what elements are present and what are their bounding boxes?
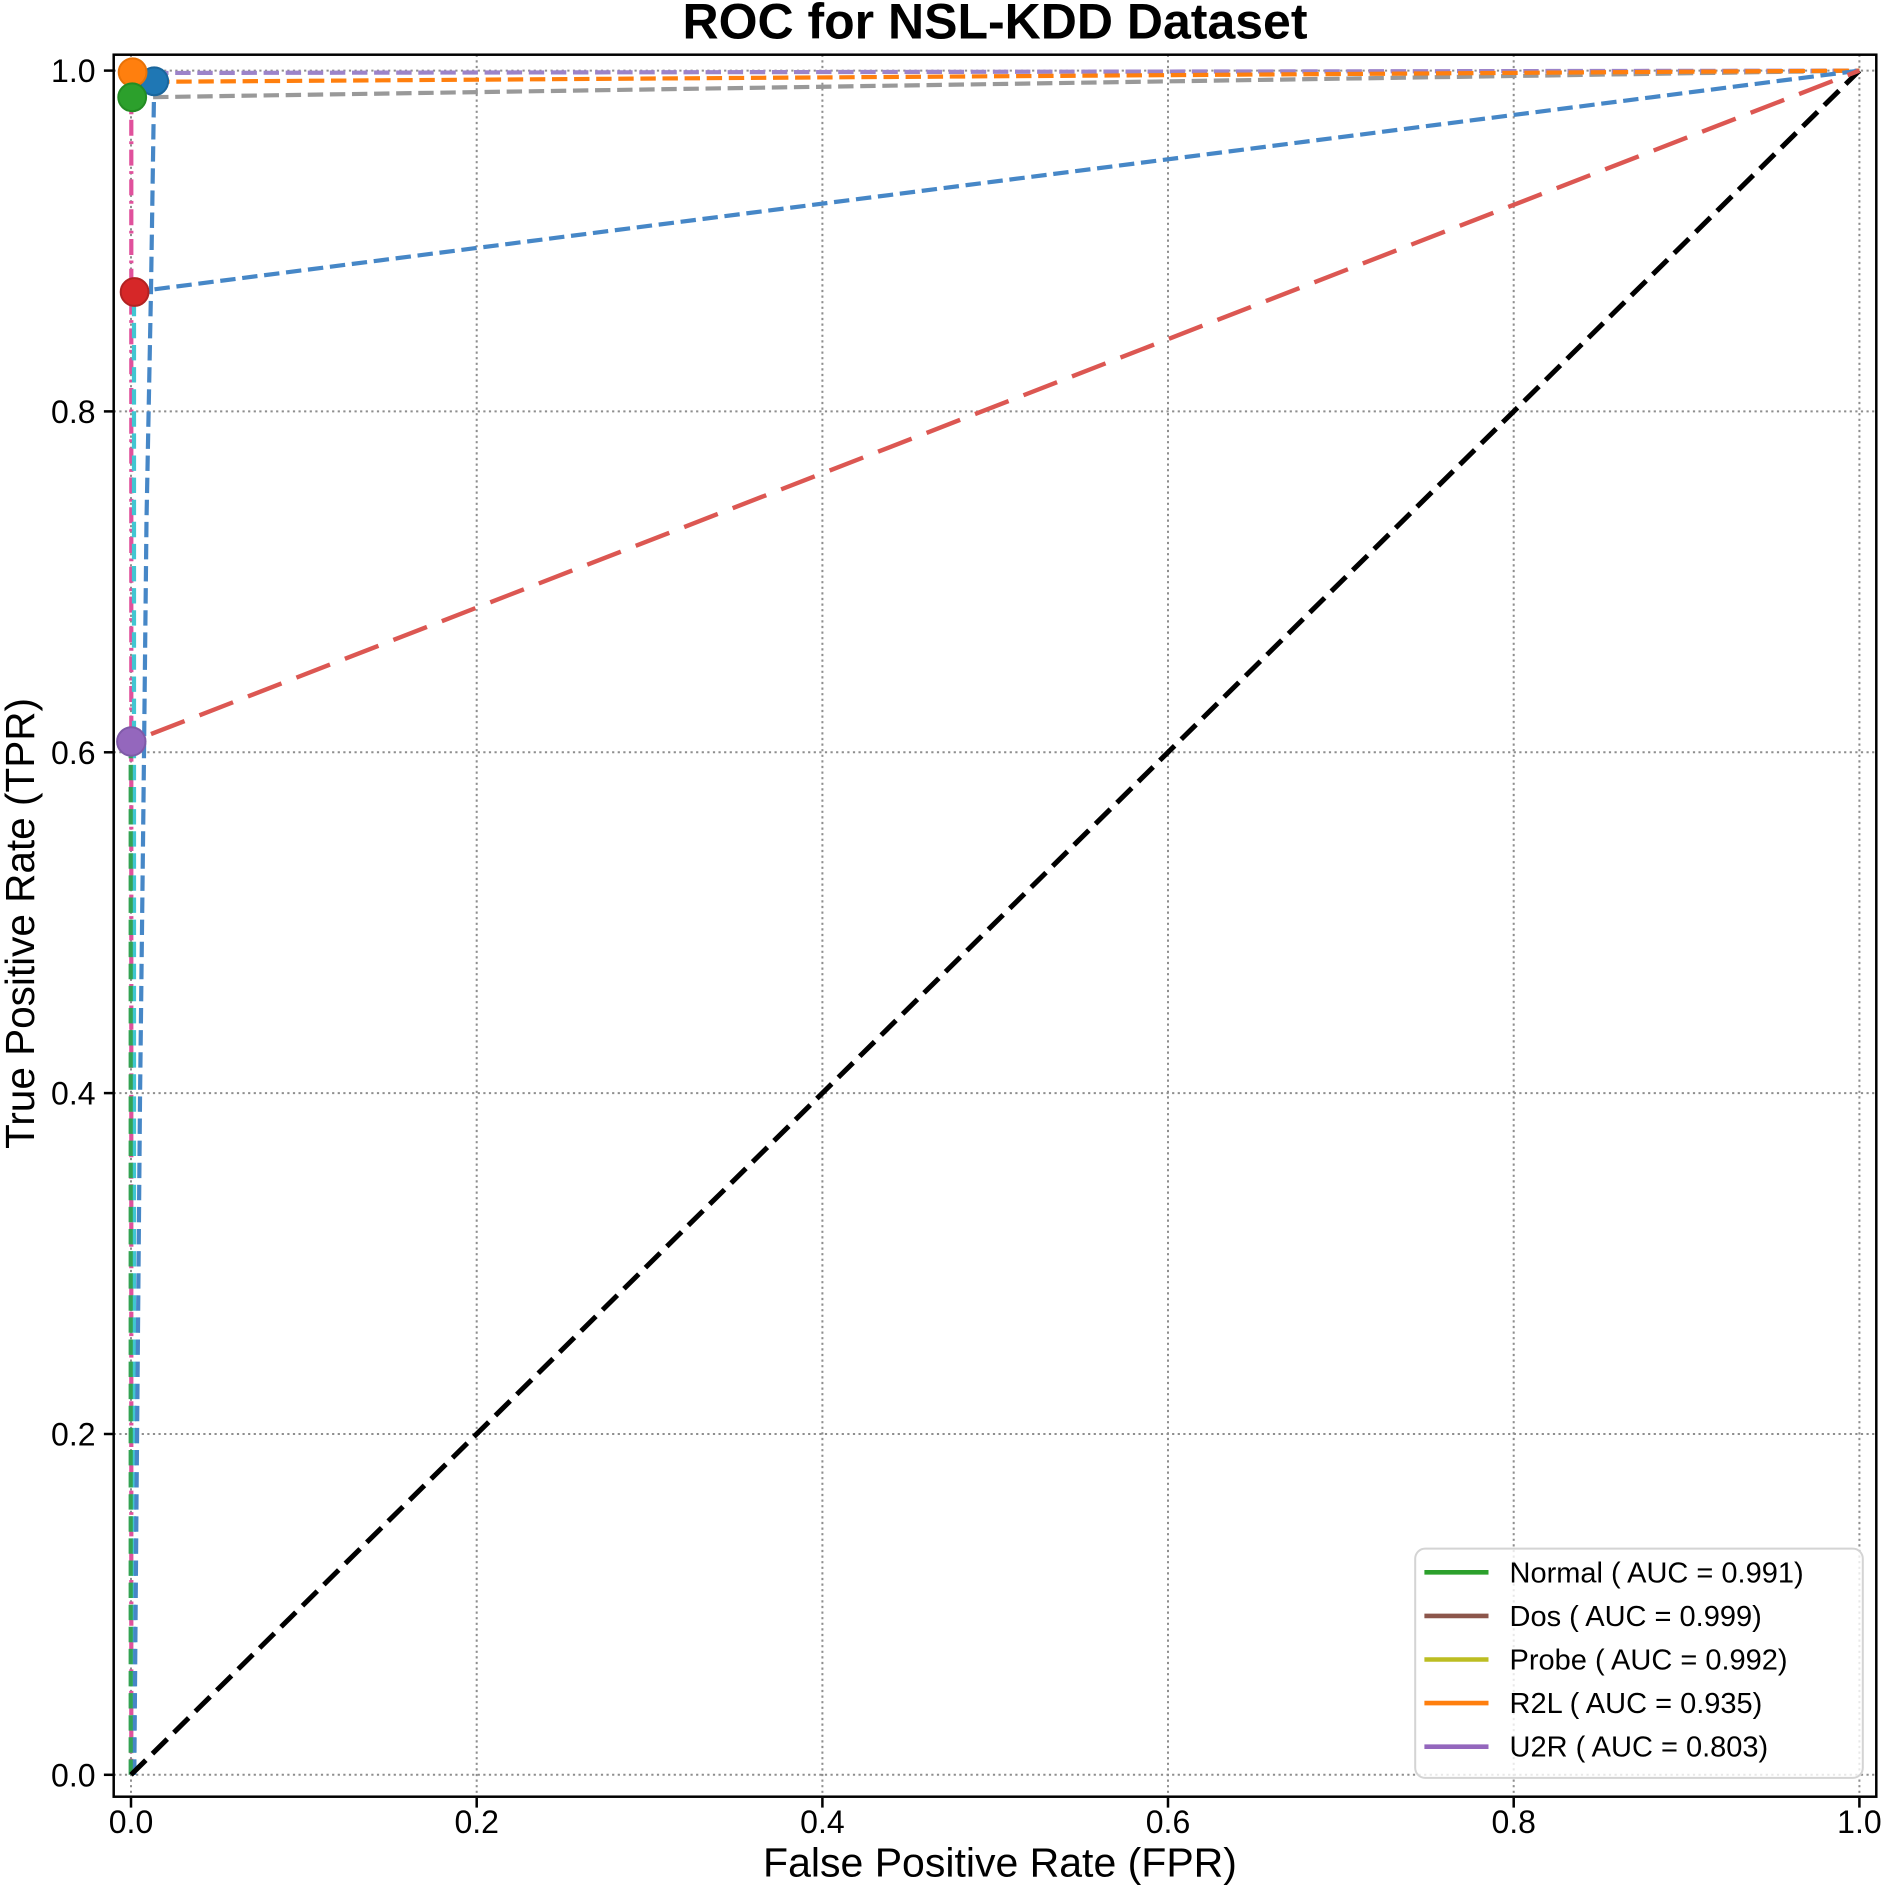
svg-text:1.0: 1.0 <box>51 53 95 89</box>
svg-text:Probe ( AUC = 0.992): Probe ( AUC = 0.992) <box>1510 1645 1788 1677</box>
svg-text:0.6: 0.6 <box>1146 1804 1190 1840</box>
svg-text:True Positive Rate (TPR): True Positive Rate (TPR) <box>0 698 43 1149</box>
svg-text:0.0: 0.0 <box>51 1757 95 1793</box>
svg-text:U2R ( AUC = 0.803): U2R ( AUC = 0.803) <box>1510 1732 1769 1764</box>
svg-text:R2L ( AUC = 0.935): R2L ( AUC = 0.935) <box>1510 1688 1763 1720</box>
svg-text:ROC for NSL-KDD Dataset: ROC for NSL-KDD Dataset <box>682 0 1307 50</box>
svg-text:0.6: 0.6 <box>51 735 95 771</box>
svg-text:0.4: 0.4 <box>51 1076 95 1112</box>
svg-text:Dos ( AUC = 0.999): Dos ( AUC = 0.999) <box>1510 1601 1762 1633</box>
svg-text:0.8: 0.8 <box>51 394 95 430</box>
svg-text:0.8: 0.8 <box>1491 1804 1535 1840</box>
svg-text:0.2: 0.2 <box>454 1804 498 1840</box>
svg-text:1.0: 1.0 <box>1837 1804 1881 1840</box>
svg-text:0.2: 0.2 <box>51 1417 95 1453</box>
svg-text:0.4: 0.4 <box>800 1804 844 1840</box>
svg-text:0.0: 0.0 <box>109 1804 153 1840</box>
svg-text:Normal ( AUC = 0.991): Normal ( AUC = 0.991) <box>1510 1557 1804 1589</box>
svg-text:False Positive Rate (FPR): False Positive Rate (FPR) <box>763 1840 1237 1886</box>
